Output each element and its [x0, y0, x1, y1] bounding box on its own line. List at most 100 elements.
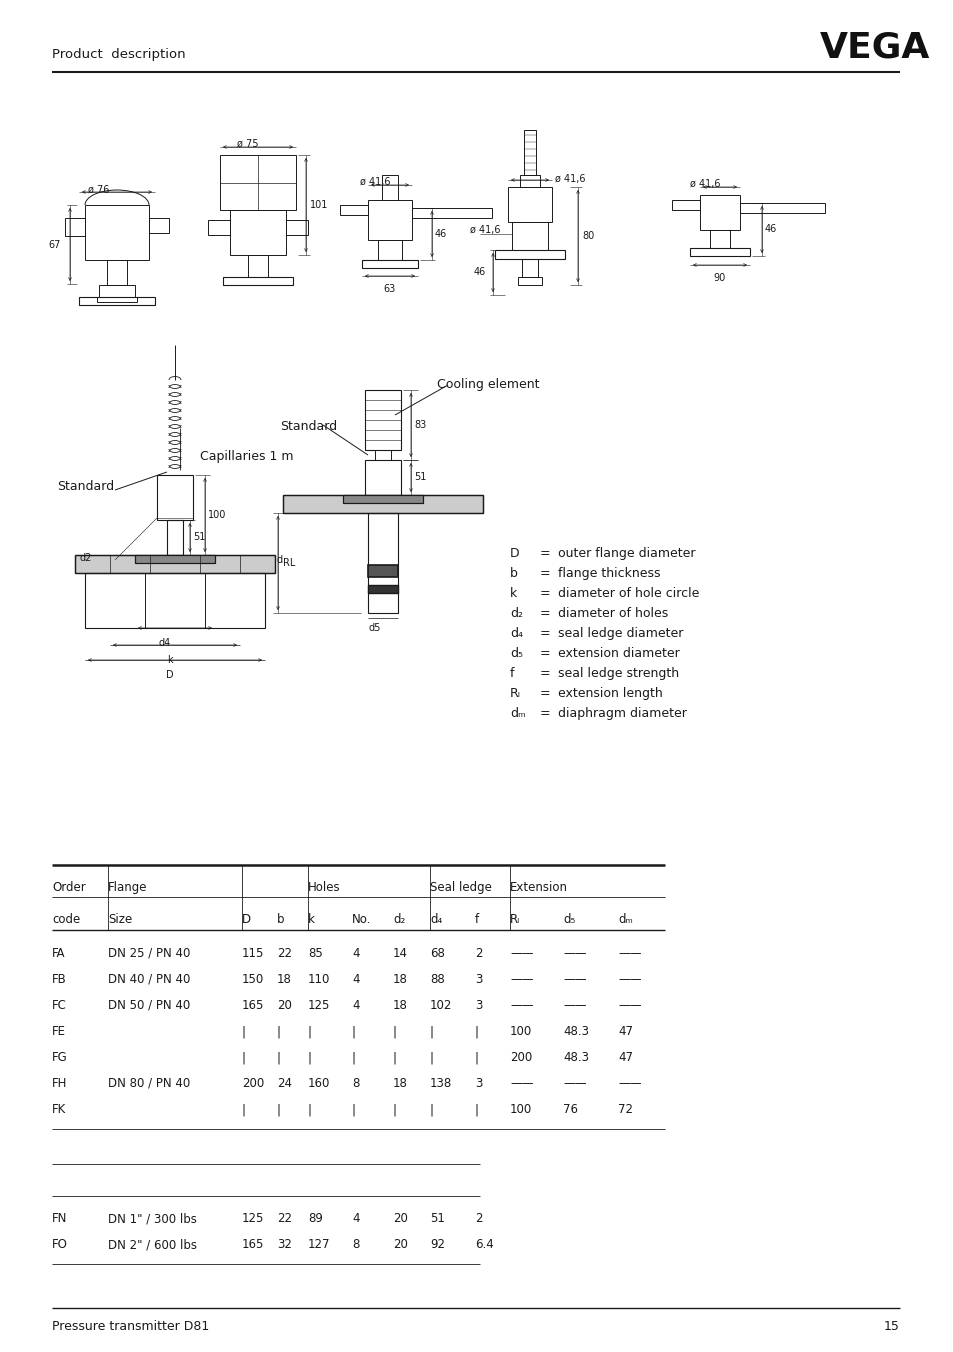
- Text: =: =: [539, 667, 550, 680]
- Text: Flange: Flange: [108, 882, 148, 894]
- Text: 18: 18: [393, 999, 408, 1013]
- Text: k: k: [510, 587, 517, 600]
- Bar: [368, 585, 397, 594]
- Text: Product  description: Product description: [52, 49, 186, 61]
- Text: 18: 18: [393, 1078, 408, 1090]
- Text: DN 80 / PN 40: DN 80 / PN 40: [108, 1078, 190, 1090]
- Bar: [149, 218, 169, 233]
- Text: FN: FN: [52, 1211, 68, 1225]
- Text: DN 1" / 300 lbs: DN 1" / 300 lbs: [108, 1211, 196, 1225]
- Text: 20: 20: [393, 1238, 408, 1251]
- Text: D: D: [166, 671, 173, 680]
- Text: d₂: d₂: [393, 913, 405, 926]
- Text: 102: 102: [430, 999, 452, 1013]
- Text: 24: 24: [276, 1078, 292, 1090]
- Text: Holes: Holes: [308, 882, 340, 894]
- Bar: [135, 556, 214, 562]
- Text: 15: 15: [883, 1320, 899, 1333]
- Text: Rₗ: Rₗ: [510, 913, 519, 926]
- Text: 2: 2: [475, 946, 482, 960]
- Bar: [75, 556, 274, 573]
- Bar: [365, 389, 400, 450]
- Bar: [339, 206, 368, 215]
- Text: ——: ——: [510, 973, 533, 986]
- Text: k: k: [167, 654, 172, 665]
- Text: No.: No.: [352, 913, 371, 926]
- Text: d₂: d₂: [510, 607, 522, 621]
- Text: FO: FO: [52, 1238, 68, 1251]
- Text: Rₗ: Rₗ: [510, 687, 520, 700]
- Text: 160: 160: [308, 1078, 330, 1090]
- Text: ø 41,6: ø 41,6: [470, 224, 500, 235]
- Text: d2: d2: [80, 553, 92, 562]
- Text: |: |: [393, 1025, 396, 1038]
- Text: f: f: [475, 913, 478, 926]
- Text: 20: 20: [276, 999, 292, 1013]
- Text: b: b: [276, 913, 284, 926]
- Text: diameter of holes: diameter of holes: [558, 607, 667, 621]
- Bar: [75, 556, 274, 573]
- Bar: [368, 512, 397, 612]
- Text: 88: 88: [430, 973, 444, 986]
- Bar: [689, 247, 749, 256]
- Bar: [157, 475, 193, 521]
- Text: 18: 18: [276, 973, 292, 986]
- Text: |: |: [276, 1103, 281, 1115]
- Text: |: |: [475, 1025, 478, 1038]
- Text: =: =: [539, 566, 550, 580]
- Bar: [85, 206, 149, 260]
- Text: 51: 51: [414, 472, 426, 483]
- Bar: [507, 187, 552, 222]
- Text: ø 41,6: ø 41,6: [359, 177, 390, 187]
- Text: ——: ——: [562, 946, 586, 960]
- Text: =: =: [539, 707, 550, 721]
- Text: D: D: [510, 548, 519, 560]
- Text: extension diameter: extension diameter: [558, 648, 679, 660]
- Text: |: |: [393, 1103, 396, 1115]
- Text: 51: 51: [430, 1211, 444, 1225]
- Text: |: |: [430, 1051, 434, 1064]
- Text: 32: 32: [276, 1238, 292, 1251]
- Text: 18: 18: [393, 973, 408, 986]
- Text: d₄: d₄: [430, 913, 442, 926]
- Text: d₄: d₄: [510, 627, 522, 639]
- Text: d5: d5: [369, 623, 381, 633]
- Bar: [365, 460, 400, 495]
- Text: d₅: d₅: [510, 648, 522, 660]
- Bar: [512, 222, 547, 250]
- Bar: [230, 210, 286, 256]
- Text: Extension: Extension: [510, 882, 567, 894]
- Text: FK: FK: [52, 1103, 66, 1115]
- Text: ø 41,6: ø 41,6: [689, 178, 720, 189]
- Text: DN 2" / 600 lbs: DN 2" / 600 lbs: [108, 1238, 196, 1251]
- Text: D: D: [242, 913, 251, 926]
- Text: Pressure transmitter D81: Pressure transmitter D81: [52, 1320, 209, 1333]
- Text: 76: 76: [562, 1103, 578, 1115]
- Text: 200: 200: [242, 1078, 264, 1090]
- Text: diameter of hole circle: diameter of hole circle: [558, 587, 699, 600]
- Text: |: |: [430, 1103, 434, 1115]
- Bar: [709, 230, 729, 247]
- Text: FH: FH: [52, 1078, 68, 1090]
- Text: FB: FB: [52, 973, 67, 986]
- Text: ——: ——: [510, 946, 533, 960]
- Text: =: =: [539, 648, 550, 660]
- Text: FG: FG: [52, 1051, 68, 1064]
- Text: diaphragm diameter: diaphragm diameter: [558, 707, 686, 721]
- Text: |: |: [475, 1103, 478, 1115]
- Text: |: |: [393, 1051, 396, 1064]
- Text: seal ledge strength: seal ledge strength: [558, 667, 679, 680]
- Bar: [521, 260, 537, 277]
- Text: 3: 3: [475, 999, 482, 1013]
- Bar: [99, 285, 135, 297]
- Text: ——: ——: [510, 999, 533, 1013]
- Text: |: |: [475, 1051, 478, 1064]
- Bar: [145, 573, 205, 627]
- Text: 83: 83: [414, 420, 426, 430]
- Text: 72: 72: [618, 1103, 633, 1115]
- Text: 100: 100: [510, 1025, 532, 1038]
- Text: ø 75: ø 75: [237, 139, 258, 149]
- Text: 4: 4: [352, 946, 359, 960]
- Text: 20: 20: [393, 1211, 408, 1225]
- Text: ——: ——: [618, 973, 640, 986]
